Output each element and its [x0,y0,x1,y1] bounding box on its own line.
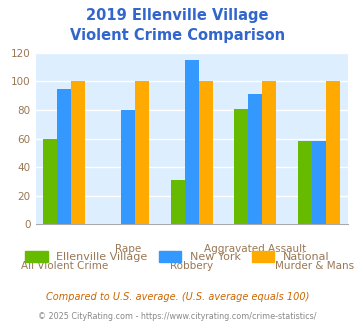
Bar [262,82,277,224]
Bar [43,139,57,224]
Bar [185,60,199,224]
Legend: Ellenville Village, New York, National: Ellenville Village, New York, National [21,247,334,267]
Text: Aggravated Assault: Aggravated Assault [204,244,307,254]
Text: 2019 Ellenville Village: 2019 Ellenville Village [86,8,269,23]
Text: Murder & Mans...: Murder & Mans... [274,260,355,271]
Text: Violent Crime Comparison: Violent Crime Comparison [70,28,285,43]
Text: Compared to U.S. average. (U.S. average equals 100): Compared to U.S. average. (U.S. average … [46,292,309,302]
Bar [199,82,213,224]
Bar [171,180,185,224]
Bar [326,82,340,224]
Bar [298,142,312,224]
Bar [248,94,262,224]
Bar [135,82,149,224]
Bar [312,142,326,224]
Bar [121,110,135,224]
Text: Rape: Rape [115,244,141,254]
Bar [57,88,71,224]
Text: Robbery: Robbery [170,260,213,271]
Text: All Violent Crime: All Violent Crime [21,260,108,271]
Text: © 2025 CityRating.com - https://www.cityrating.com/crime-statistics/: © 2025 CityRating.com - https://www.city… [38,312,317,321]
Bar [234,109,248,224]
Bar [71,82,85,224]
